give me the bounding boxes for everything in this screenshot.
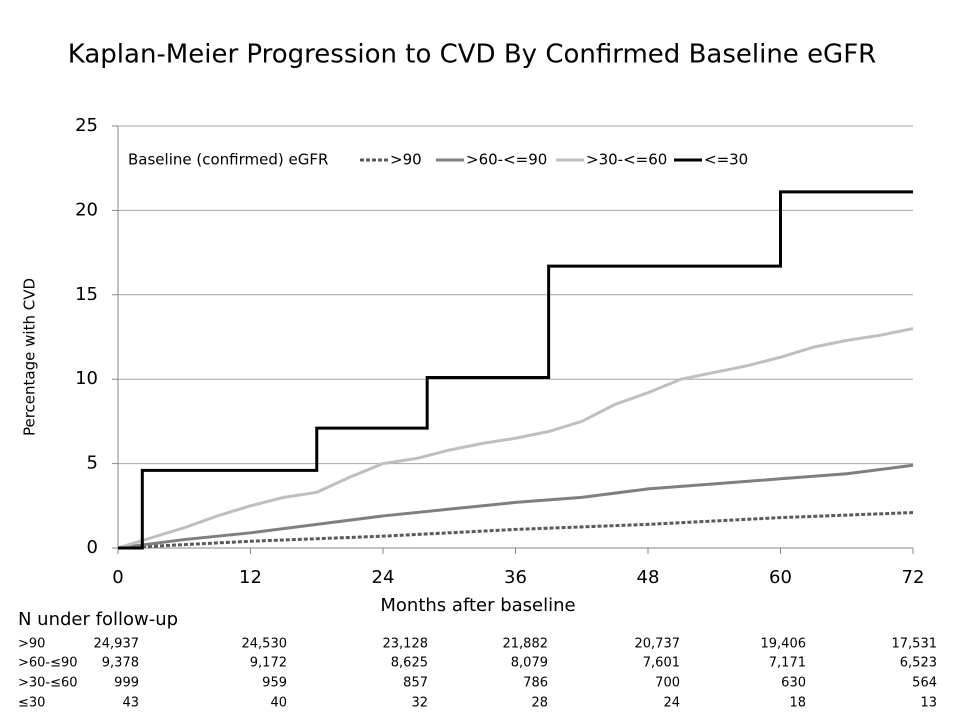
table-row-label: >30-≤60 [18, 676, 78, 691]
table-cell: 43 [122, 696, 139, 711]
table-cell: 8,625 [391, 656, 428, 671]
x-tick-label: 0 [112, 567, 123, 588]
x-tick-label: 12 [239, 567, 262, 588]
table-cell: 17,531 [892, 637, 938, 652]
table-cell: 24 [663, 696, 680, 711]
legend-label: <=30 [704, 151, 748, 169]
table-cell: 20,737 [635, 637, 681, 652]
legend-label: >60-<=90 [466, 151, 547, 169]
table-row-label: >90 [18, 637, 45, 652]
table-cell: 630 [781, 676, 806, 691]
table-cell: 23,128 [383, 637, 429, 652]
y-tick-label: 20 [75, 199, 98, 220]
legend-title: Baseline (confirmed) eGFR [128, 151, 328, 169]
series-line [118, 190, 913, 550]
legend-label: >30-<=60 [586, 151, 667, 169]
table-cell: 28 [531, 696, 548, 711]
x-tick-label: 24 [372, 567, 395, 588]
legend-label: >90 [390, 151, 422, 169]
table-row-label: >60-≤90 [18, 656, 78, 671]
table-cell: 9,378 [102, 656, 139, 671]
table-cell: 999 [114, 676, 139, 691]
y-tick-label: 15 [75, 284, 98, 305]
table-cell: 21,882 [503, 637, 549, 652]
table-cell: 6,523 [900, 656, 937, 671]
x-tick-label: 48 [637, 567, 660, 588]
table-row-label: ≤30 [18, 696, 45, 711]
table-cell: 13 [920, 696, 937, 711]
table-cell: 959 [262, 676, 287, 691]
series-line [117, 511, 914, 550]
x-tick-label: 60 [769, 567, 792, 588]
table-cell: 24,530 [242, 637, 288, 652]
table-cell: 857 [403, 676, 428, 691]
y-tick-label: 25 [75, 115, 98, 136]
table-title: N under follow-up [18, 609, 178, 630]
table-cell: 7,171 [769, 656, 806, 671]
table-cell: 9,172 [250, 656, 287, 671]
y-axis-label: Percentage with CVD [21, 278, 39, 436]
table-cell: 700 [655, 676, 680, 691]
y-tick-label: 5 [87, 453, 98, 474]
table-cell: 32 [411, 696, 428, 711]
x-tick-label: 36 [504, 567, 527, 588]
table-cell: 7,601 [643, 656, 680, 671]
table-cell: 40 [270, 696, 287, 711]
table-cell: 786 [523, 676, 548, 691]
table-cell: 19,406 [761, 637, 807, 652]
y-tick-label: 10 [75, 368, 98, 389]
x-tick-label: 72 [902, 567, 925, 588]
series-line [117, 327, 914, 550]
x-axis-label: Months after baseline [380, 595, 575, 616]
chart-title: Kaplan-Meier Progression to CVD By Confi… [68, 40, 876, 70]
series-line [117, 463, 914, 550]
y-tick-label: 0 [87, 537, 98, 558]
table-cell: 24,937 [94, 637, 140, 652]
table-cell: 564 [912, 676, 937, 691]
table-cell: 8,079 [511, 656, 548, 671]
table-cell: 18 [789, 696, 806, 711]
